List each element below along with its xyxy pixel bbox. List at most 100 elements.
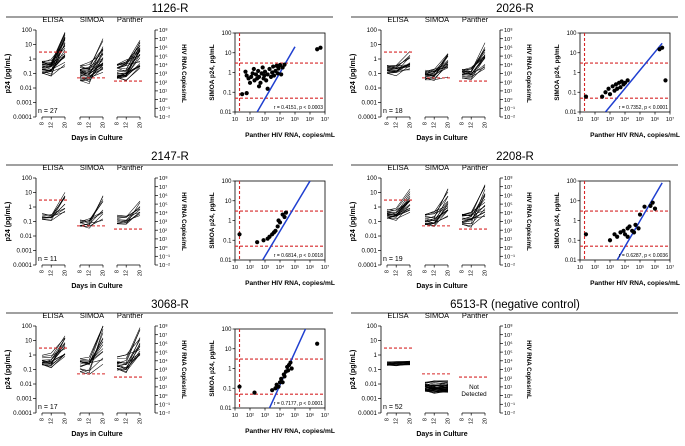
scatter-x-label: Panther HIV RNA, copies/mL (245, 428, 335, 435)
scatter-x-tick-label: 10² (246, 117, 254, 123)
group-label-simoa: SIMOA (425, 311, 449, 320)
rna-tick-label: 10⁵ (159, 201, 168, 208)
scatter-x-tick-label: 10³ (606, 117, 614, 123)
p24-tick-label: 1 (374, 204, 378, 211)
scatter-x-tick-label: 10³ (606, 265, 614, 271)
scatter-y-tick-label: 100 (566, 179, 577, 185)
p24-tick-label: 10 (370, 338, 377, 345)
p24-tick-label: 100 (367, 175, 378, 182)
group-label-simoa: SIMOA (425, 15, 449, 24)
rna-tick-label: 10⁶ (504, 193, 513, 200)
data-point (637, 212, 643, 217)
scatter-y-label: SIMOA p24, pg/mL (209, 44, 216, 100)
spaghetti-line (41, 54, 66, 72)
data-point (606, 86, 611, 91)
scatter-y-tick-label: 0.1 (568, 238, 577, 244)
day-tick-label: 12 (124, 270, 130, 276)
spaghetti-line (117, 206, 141, 218)
data-point (282, 62, 287, 67)
day-tick-label: 20 (446, 122, 452, 128)
rna-tick-label: 10³ (504, 368, 512, 374)
data-point (603, 90, 608, 95)
scatter-x-label: Panther HIV RNA, copies/mL (590, 132, 680, 139)
data-point (642, 204, 647, 209)
spaghetti-line (116, 53, 141, 73)
data-point (275, 224, 280, 229)
scatter-y-label: SIMOA p24, pg/mL (554, 44, 561, 100)
rna-tick-label: 10⁴ (504, 210, 513, 217)
rna-tick-label: 10⁵ (504, 349, 513, 356)
rna-tick-label: 10⁻² (159, 411, 170, 417)
rna-tick-label: 10⁸ (504, 323, 513, 330)
rna-tick-label: 10⁻¹ (159, 255, 170, 261)
day-tick-label: 12 (87, 122, 93, 128)
p24-tick-label: 100 (367, 323, 378, 330)
rna-tick-label: 10² (504, 80, 512, 86)
data-point (622, 80, 628, 85)
rna-tick-label: 10⁴ (504, 62, 513, 69)
scatter-y-label: SIMOA p24, pg/mL (209, 192, 216, 248)
rna-tick-label: 10⁻¹ (159, 107, 170, 113)
data-point (260, 65, 265, 70)
scatter-x-tick-label: 10⁵ (291, 116, 300, 123)
spaghetti-line (424, 390, 449, 394)
panel-title: 3068-R (151, 299, 189, 311)
spaghetti-line (79, 325, 104, 359)
rna-tick-label: 10⁷ (159, 332, 167, 339)
data-point (625, 234, 630, 239)
scatter-x-tick-label: 10² (591, 265, 599, 271)
spaghetti-line (116, 67, 141, 81)
p24-tick-label: 0.001 (362, 396, 378, 403)
rna-tick-label: 10² (504, 228, 512, 234)
scatter-y-tick-label: 1 (228, 71, 232, 77)
scatter-x-tick-label: 10² (246, 413, 254, 419)
scatter-y-tick-label: 0.01 (565, 110, 577, 116)
rna-tick-label: 10⁻¹ (159, 403, 170, 409)
spaghetti-line (386, 188, 411, 211)
data-point (276, 66, 281, 71)
data-point (282, 214, 287, 220)
p24-tick-label: 0.001 (362, 248, 378, 255)
p24-tick-label: 0.1 (368, 367, 377, 374)
group-label-simoa: SIMOA (425, 163, 449, 172)
p24-tick-label: 10 (370, 190, 377, 197)
day-tick-label: 12 (87, 418, 93, 424)
data-point (267, 234, 272, 239)
data-point (275, 71, 280, 76)
group-label-elisa: ELISA (387, 311, 408, 320)
spaghetti-line (386, 199, 411, 213)
scatter-x-tick-label: 10³ (261, 117, 269, 123)
spaghetti-line (386, 363, 411, 366)
spaghetti-line (116, 339, 141, 366)
spaghetti-line (386, 200, 411, 218)
spaghetti-line (424, 383, 449, 387)
spaghetti-line (41, 208, 66, 219)
data-point (627, 224, 632, 229)
scatter-y-tick-label: 100 (221, 179, 232, 185)
rna-tick-label: 10⁵ (159, 53, 168, 60)
scatter-y-tick-label: 0.1 (568, 90, 577, 96)
data-point (279, 72, 284, 77)
scatter-x-tick-label: 10⁶ (306, 412, 315, 419)
data-point (276, 384, 281, 389)
day-tick-label: 8 (78, 122, 84, 125)
spaghetti-line (79, 67, 104, 78)
data-point (237, 232, 242, 237)
group-label-panther: Panther (117, 163, 144, 172)
data-point (249, 74, 254, 79)
rna-tick-label: 10⁵ (159, 349, 168, 356)
rna-tick-label: 10⁸ (159, 323, 168, 330)
data-point (265, 86, 270, 91)
group-label-simoa: SIMOA (80, 311, 104, 320)
day-tick-label: 20 (101, 418, 107, 424)
rna-tick-label: 10⁴ (159, 358, 168, 365)
spaghetti-line (461, 56, 486, 76)
scatter-y-tick-label: 10 (570, 51, 577, 57)
spaghetti-line (424, 202, 449, 223)
day-tick-label: 20 (101, 270, 107, 276)
p24-tick-label: 0.01 (365, 381, 378, 388)
data-point (261, 238, 266, 243)
spaghetti-line (79, 209, 104, 226)
spaghetti-line (424, 380, 449, 383)
panel-title: 2026-R (496, 3, 534, 15)
